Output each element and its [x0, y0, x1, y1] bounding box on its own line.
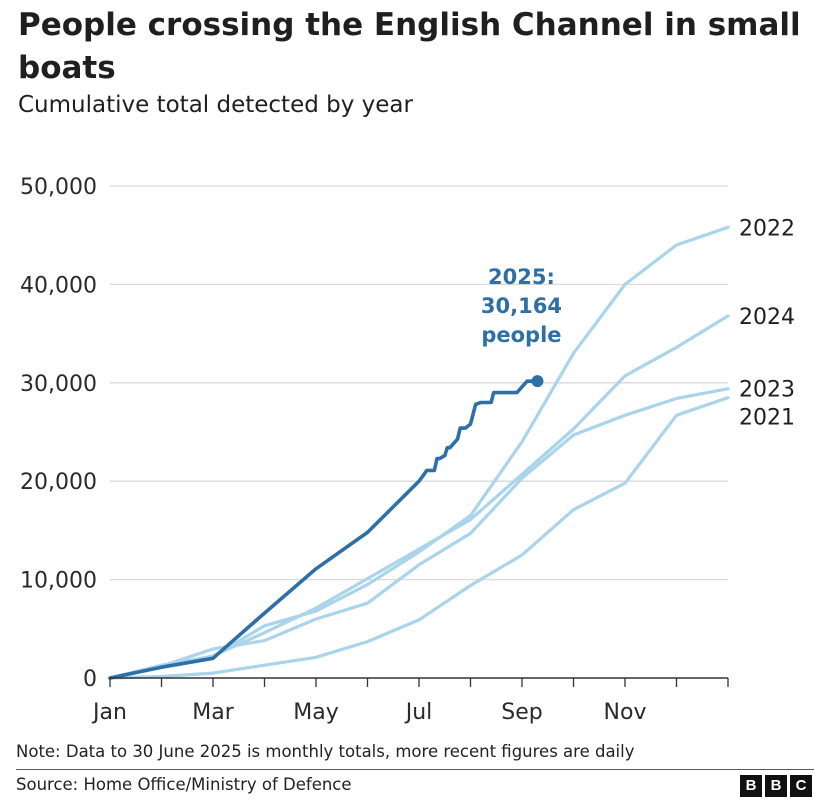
series-lines	[108, 225, 730, 680]
annotation-line-1: 2025:	[488, 265, 555, 289]
annotation-line-2: 30,164	[481, 294, 562, 318]
series-label-2024: 2024	[739, 305, 795, 330]
series-label-2023: 2023	[739, 378, 795, 403]
chart-subtitle: Cumulative total detected by year	[18, 92, 413, 118]
x-tick-label-jan: Jan	[91, 700, 127, 725]
chart-title: People crossing the English Channel in s…	[18, 7, 801, 86]
x-tick-label-may: May	[293, 700, 338, 725]
source-credit: Source: Home Office/Ministry of Defence	[16, 775, 352, 794]
line-chart: 0 10,000 20,000 30,000 40,000 50,000 Jan Mar Ma…	[20, 175, 795, 725]
annotation-line-3: people	[481, 323, 561, 347]
x-tick-label-jul: Jul	[404, 700, 433, 725]
logo-letter-b2: B	[765, 775, 787, 797]
series-line-2021	[108, 396, 730, 680]
x-tick-label-mar: Mar	[192, 700, 234, 725]
y-tick-label-40000: 40,000	[20, 273, 97, 298]
footer-divider	[16, 769, 814, 770]
annotation-2025: 2025: 30,164 people	[481, 265, 562, 388]
series-line-2022	[108, 225, 730, 680]
logo-letter-c: C	[790, 775, 812, 797]
bbc-logo: B B C	[740, 775, 812, 797]
footnote: Note: Data to 30 June 2025 is monthly to…	[16, 742, 635, 761]
latest-point-marker	[531, 375, 544, 388]
series-label-2022: 2022	[739, 216, 795, 241]
series-labels: 2022 2024 2023 2021	[739, 216, 795, 430]
series-line-2025	[108, 379, 540, 680]
gridlines	[110, 185, 728, 581]
series-label-2021: 2021	[739, 406, 795, 431]
y-tick-label-30000: 30,000	[20, 372, 97, 397]
x-tick-label-sep: Sep	[501, 700, 542, 725]
y-tick-label-10000: 10,000	[20, 569, 97, 594]
logo-letter-b1: B	[740, 775, 762, 797]
y-axis-tick-labels: 0 10,000 20,000 30,000 40,000 50,000	[20, 175, 97, 692]
y-tick-label-0: 0	[83, 667, 97, 692]
y-tick-label-50000: 50,000	[20, 175, 97, 200]
x-axis: Jan Mar May Jul Sep Nov	[91, 677, 729, 725]
series-line-2024	[108, 314, 730, 680]
y-tick-label-20000: 20,000	[20, 470, 97, 495]
x-tick-label-nov: Nov	[604, 700, 647, 725]
series-line-2023	[108, 387, 730, 680]
